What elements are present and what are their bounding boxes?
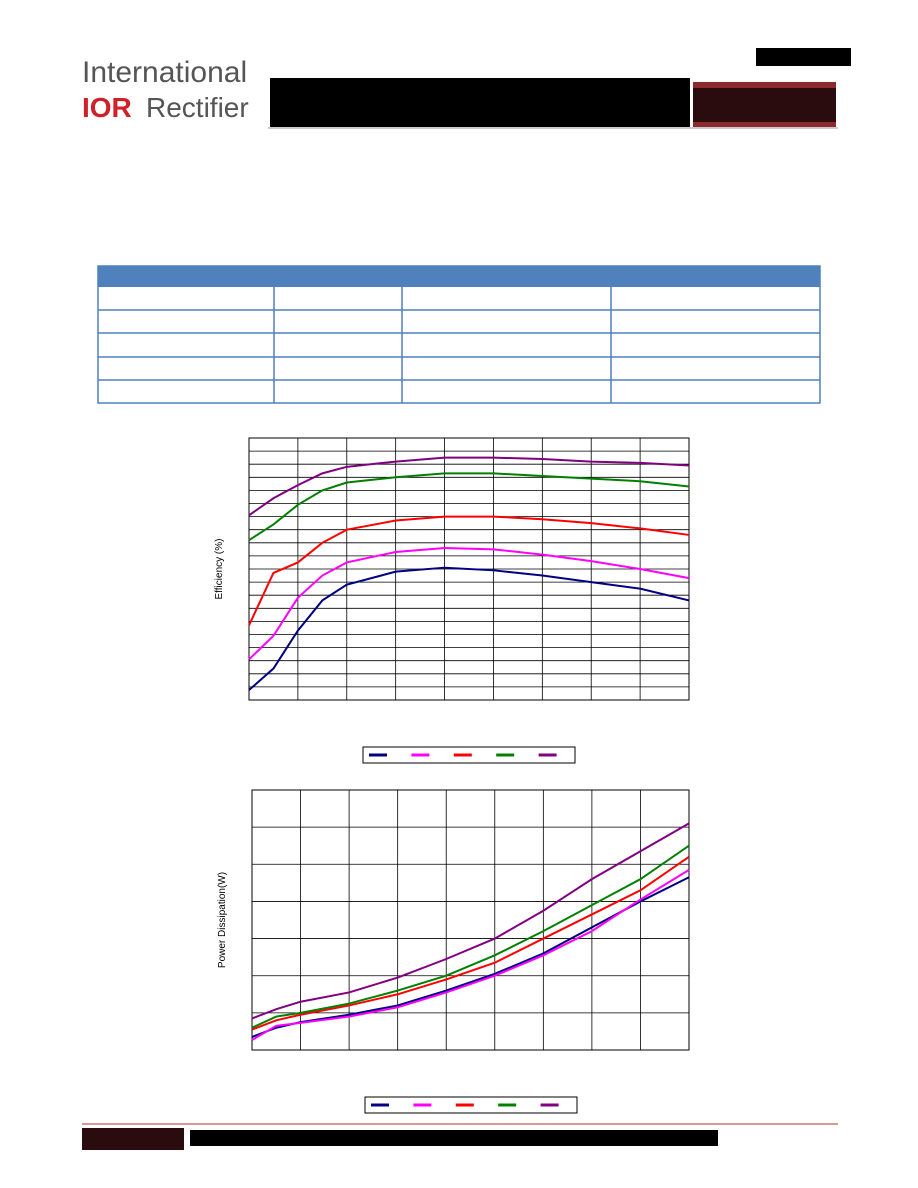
brand-bottom: Rectifier bbox=[146, 92, 249, 123]
y-axis-label: Efficiency (%) bbox=[214, 539, 225, 600]
series-line bbox=[251, 844, 690, 1029]
table bbox=[97, 265, 821, 404]
page-tag bbox=[756, 48, 851, 66]
header-bar bbox=[270, 78, 690, 127]
series-line bbox=[248, 566, 690, 691]
series-line bbox=[248, 547, 690, 661]
series-line bbox=[251, 856, 690, 1031]
series-line bbox=[248, 456, 690, 517]
footer-bar bbox=[190, 1130, 718, 1146]
series-line bbox=[248, 515, 690, 626]
series-line bbox=[251, 869, 690, 1041]
brand-top: International bbox=[82, 56, 247, 89]
plot-area bbox=[251, 789, 690, 1051]
header-box bbox=[693, 82, 836, 127]
footer-box bbox=[82, 1128, 184, 1150]
brand-logo: IOR bbox=[82, 92, 132, 123]
table-header bbox=[98, 266, 820, 287]
series-line bbox=[248, 472, 690, 542]
series-line bbox=[251, 822, 690, 1020]
y-axis-label: Power Dissipation(W) bbox=[217, 872, 228, 968]
table-border bbox=[97, 265, 821, 404]
header-box-bottom bbox=[693, 122, 836, 127]
header-box-top bbox=[693, 82, 836, 88]
